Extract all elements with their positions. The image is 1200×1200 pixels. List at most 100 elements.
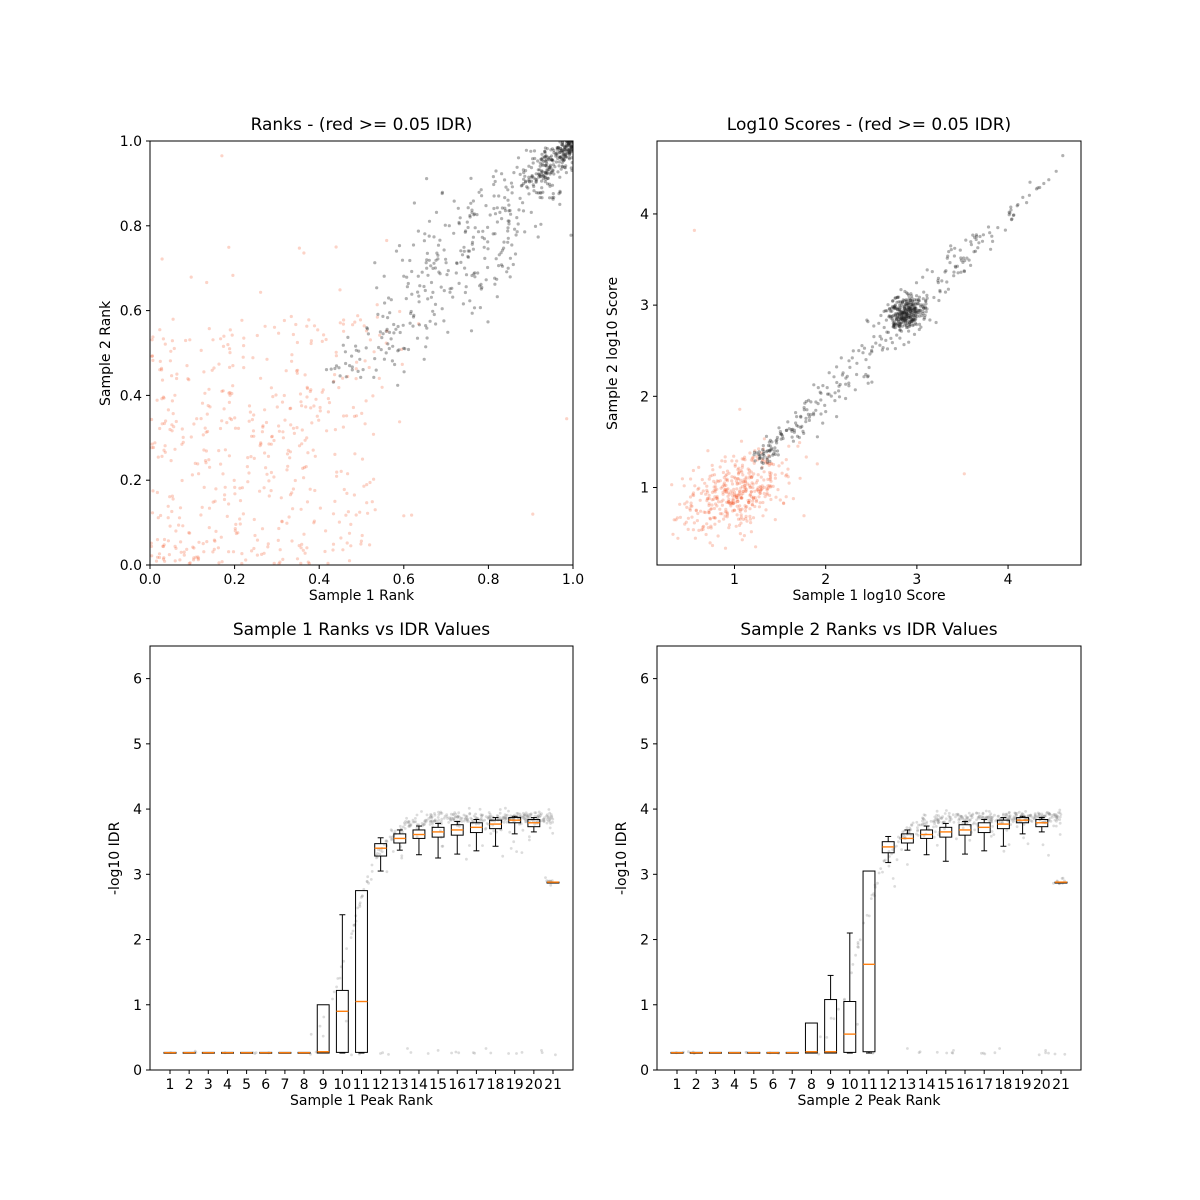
subplot3-boxes — [163, 815, 560, 1054]
svg-text:14: 14 — [410, 1077, 428, 1093]
svg-text:12: 12 — [372, 1077, 390, 1093]
svg-text:17: 17 — [975, 1077, 993, 1093]
svg-text:0.2: 0.2 — [223, 572, 245, 588]
svg-text:2: 2 — [640, 933, 649, 949]
svg-text:3: 3 — [133, 867, 142, 883]
subplot3-xlabel: Sample 1 Peak Rank — [290, 1093, 433, 1109]
svg-text:9: 9 — [319, 1077, 328, 1093]
svg-text:1.0: 1.0 — [120, 134, 142, 150]
svg-text:9: 9 — [826, 1077, 835, 1093]
svg-text:3: 3 — [711, 1077, 720, 1093]
svg-text:4: 4 — [223, 1077, 232, 1093]
subplot4-boxes — [670, 815, 1068, 1054]
svg-text:3: 3 — [912, 572, 921, 588]
svg-text:0: 0 — [640, 1063, 649, 1079]
svg-text:5: 5 — [133, 737, 142, 753]
subplot2-x-ticks: 1 2 3 4 — [730, 565, 1013, 588]
svg-text:4: 4 — [133, 802, 142, 818]
svg-text:1: 1 — [673, 1077, 682, 1093]
subplot3-y-ticks: 0 1 2 3 4 5 6 — [133, 672, 150, 1079]
subplot1-axes-frame — [149, 140, 574, 566]
subplot2-y-ticks: 1 2 3 4 — [640, 207, 657, 496]
svg-text:1: 1 — [640, 480, 649, 496]
svg-text:10: 10 — [841, 1077, 859, 1093]
svg-text:19: 19 — [506, 1077, 524, 1093]
svg-text:1: 1 — [640, 998, 649, 1014]
subplot2-points — [670, 154, 1065, 550]
svg-text:4: 4 — [730, 1077, 739, 1093]
svg-text:1: 1 — [133, 998, 142, 1014]
svg-text:12: 12 — [879, 1077, 897, 1093]
subplot2-xlabel: Sample 1 log10 Score — [792, 588, 946, 604]
svg-text:3: 3 — [204, 1077, 213, 1093]
subplot1-x-ticks: 0.0 0.2 0.4 0.6 0.8 1.0 — [139, 565, 584, 588]
svg-text:16: 16 — [448, 1077, 466, 1093]
subplot2-title: Log10 Scores - (red >= 0.05 IDR) — [726, 115, 1012, 135]
svg-text:5: 5 — [242, 1077, 251, 1093]
svg-text:5: 5 — [640, 737, 649, 753]
svg-text:21: 21 — [544, 1077, 562, 1093]
svg-text:0.6: 0.6 — [120, 304, 142, 320]
svg-text:11: 11 — [860, 1077, 878, 1093]
svg-text:1: 1 — [730, 572, 739, 588]
svg-text:2: 2 — [185, 1077, 194, 1093]
svg-text:13: 13 — [898, 1077, 916, 1093]
subplot1-ylabel: Sample 2 Rank — [98, 300, 114, 406]
svg-text:7: 7 — [280, 1077, 289, 1093]
svg-text:2: 2 — [640, 389, 649, 405]
svg-text:0.6: 0.6 — [393, 572, 415, 588]
subplot4-axes-frame — [656, 645, 1082, 1071]
svg-text:6: 6 — [133, 672, 142, 688]
subplot1-y-ticks: 0.0 0.2 0.4 0.6 0.8 1.0 — [120, 134, 150, 574]
svg-text:6: 6 — [261, 1077, 270, 1093]
svg-text:15: 15 — [429, 1077, 447, 1093]
svg-text:3: 3 — [640, 298, 649, 314]
svg-text:8: 8 — [300, 1077, 309, 1093]
svg-text:0.8: 0.8 — [477, 572, 499, 588]
svg-text:18: 18 — [994, 1077, 1012, 1093]
svg-text:20: 20 — [1033, 1077, 1051, 1093]
svg-text:16: 16 — [956, 1077, 974, 1093]
svg-text:0.8: 0.8 — [120, 219, 142, 235]
svg-text:4: 4 — [640, 207, 649, 223]
subplot4-points — [675, 808, 1067, 1057]
svg-text:15: 15 — [937, 1077, 955, 1093]
svg-text:13: 13 — [391, 1077, 409, 1093]
svg-text:11: 11 — [353, 1077, 371, 1093]
subplot2-ylabel: Sample 2 log10 Score — [605, 276, 621, 430]
svg-text:4: 4 — [640, 802, 649, 818]
svg-text:0.4: 0.4 — [120, 388, 142, 404]
svg-text:0.4: 0.4 — [308, 572, 330, 588]
svg-text:1: 1 — [166, 1077, 175, 1093]
subplot3-ylabel: -log10 IDR — [107, 821, 123, 895]
svg-text:20: 20 — [525, 1077, 543, 1093]
svg-text:6: 6 — [769, 1077, 778, 1093]
svg-text:18: 18 — [487, 1077, 505, 1093]
svg-text:2: 2 — [821, 572, 830, 588]
svg-text:0.2: 0.2 — [120, 473, 142, 489]
subplot1-title: Ranks - (red >= 0.05 IDR) — [250, 115, 473, 135]
subplot4-y-ticks: 0 1 2 3 4 5 6 — [640, 672, 657, 1079]
svg-text:10: 10 — [333, 1077, 351, 1093]
subplot4-x-ticks: 1 2 3 4 5 6 7 8 9 10 11 12 13 14 15 16 17 18 19 20 21 — [673, 1070, 1070, 1093]
svg-text:2: 2 — [692, 1077, 701, 1093]
svg-text:17: 17 — [467, 1077, 485, 1093]
svg-text:0.0: 0.0 — [139, 572, 161, 588]
svg-text:7: 7 — [788, 1077, 797, 1093]
subplot3-x-ticks: 1 2 3 4 5 6 7 8 9 10 11 12 13 14 15 16 17 18 19 20 21 — [166, 1070, 562, 1093]
subplot4-title: Sample 2 Ranks vs IDR Values — [740, 620, 998, 640]
svg-text:0.0: 0.0 — [120, 558, 142, 574]
subplot3-points — [169, 806, 557, 1057]
svg-text:21: 21 — [1052, 1077, 1070, 1093]
svg-text:5: 5 — [749, 1077, 758, 1093]
subplot3-axes-frame — [149, 645, 574, 1071]
svg-text:0: 0 — [133, 1063, 142, 1079]
svg-text:8: 8 — [807, 1077, 816, 1093]
svg-text:19: 19 — [1014, 1077, 1032, 1093]
svg-text:4: 4 — [1004, 572, 1013, 588]
subplot1-points — [150, 141, 573, 565]
svg-text:3: 3 — [640, 867, 649, 883]
subplot2-axes-frame — [656, 140, 1082, 566]
